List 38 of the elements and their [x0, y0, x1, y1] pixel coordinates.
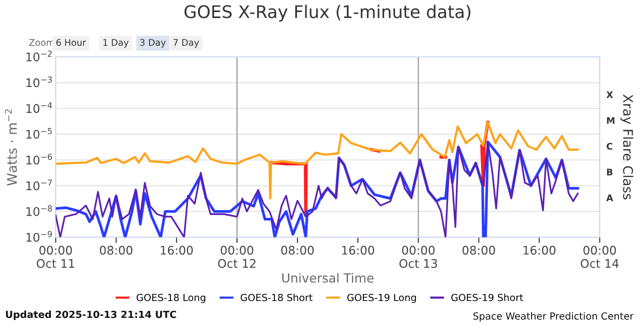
text: A — [606, 194, 614, 202]
x-tick-label: 00:00 Oct 11 — [36, 246, 74, 268]
legend-label: GOES-18 Short — [240, 294, 312, 302]
text: 3 Day — [140, 39, 166, 48]
text: 7 Day — [174, 39, 199, 48]
y-axis-title: Watts · m$^{−2}$ — [4, 109, 17, 186]
text: M — [607, 117, 614, 124]
y2-axis-title: Xray Flare Class — [620, 94, 634, 200]
chart-title: GOES X-Ray Flux (1-minute data) — [184, 4, 470, 22]
legend-label: GOES-18 Long — [136, 294, 206, 304]
text: Updated 2025-10-13 21:14 UTC — [6, 310, 176, 320]
text: 1 Day — [103, 39, 129, 48]
y-tick-label: 10$^{−4}$ — [26, 102, 52, 113]
text: B — [607, 168, 612, 176]
x-tick-label: 16:00 — [160, 246, 193, 255]
y-tick-label: 10$^{−2}$ — [26, 50, 52, 62]
y-tick-label: 10$^{−5}$ — [26, 128, 52, 139]
y-tick-label: 10$^{−3}$ — [26, 76, 52, 88]
y-tick-label: 10$^{−8}$ — [26, 205, 52, 216]
x-tick-label: 16:00 — [524, 246, 556, 255]
y-tick-label: 10$^{−6}$ — [26, 154, 52, 165]
line-series — [56, 121, 579, 200]
legend-label: GOES-19 Long — [347, 294, 416, 304]
text: 6 Hour — [56, 39, 86, 46]
x-tick-label: 16:00 — [342, 246, 374, 255]
text: C — [606, 142, 612, 150]
text: X — [606, 91, 613, 98]
x-tick-label: 08:00 — [281, 246, 314, 255]
x-tick-label: 00:00 Oct 14 — [580, 246, 619, 268]
x-tick-label: 00:00 Oct 12 — [218, 246, 256, 268]
y-tick-label: 10$^{−7}$ — [26, 180, 52, 190]
x-axis-title: Universal Time — [282, 273, 374, 283]
x-tick-label: 08:00 — [100, 246, 132, 255]
text: Space Weather Prediction Center — [473, 312, 634, 322]
x-tick-label: 00:00 Oct 13 — [399, 246, 437, 268]
x-tick-label: 08:00 — [462, 246, 496, 255]
y-tick-label: 10$^{−9}$ — [26, 230, 52, 242]
legend-label: GOES-19 Short — [451, 294, 524, 302]
